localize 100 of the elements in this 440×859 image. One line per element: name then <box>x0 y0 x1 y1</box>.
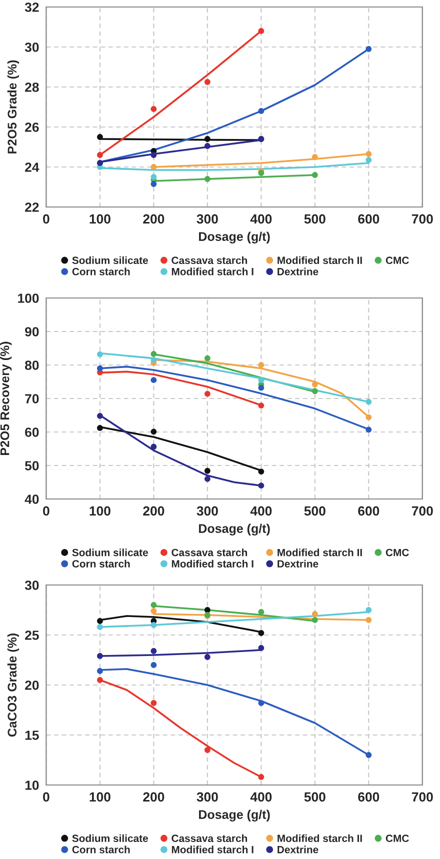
point <box>96 152 103 158</box>
y-tick-label: 22 <box>25 202 39 212</box>
y-tick-label: 32 <box>24 2 39 12</box>
point <box>204 136 210 142</box>
point <box>366 151 372 157</box>
y-axis-title: P2O5 Grade (%) <box>7 60 20 154</box>
point <box>150 648 157 654</box>
point <box>204 143 210 149</box>
point <box>366 752 372 758</box>
y-tick-label: 50 <box>24 461 39 470</box>
point <box>312 388 318 394</box>
point <box>150 428 157 435</box>
point <box>150 622 157 628</box>
legend-label: Cassava starch <box>172 256 248 264</box>
point <box>312 617 318 623</box>
y-tick-label: 30 <box>24 42 39 52</box>
point <box>96 618 103 624</box>
legend-label: Corn starch <box>72 560 130 568</box>
legend-label: Dextrine <box>278 268 318 276</box>
y-tick-label: 90 <box>25 327 39 336</box>
x-tick-label: 200 <box>143 214 164 224</box>
point <box>258 609 264 615</box>
x-tick-label: 600 <box>358 792 380 802</box>
x-tick-label: 400 <box>250 214 272 224</box>
point <box>366 46 372 52</box>
y-tick-label: 26 <box>25 122 39 132</box>
x-tick-label: 300 <box>196 214 218 224</box>
point <box>150 164 157 170</box>
point <box>150 106 157 112</box>
y-tick-label: 10 <box>25 780 39 790</box>
legend-label: Modified starch I <box>172 560 254 568</box>
x-tick-label: 500 <box>304 214 326 224</box>
point <box>150 377 157 384</box>
legend-label: Dextrine <box>278 846 318 854</box>
x-tick-label: 400 <box>250 792 272 802</box>
point <box>96 134 103 140</box>
point <box>150 152 157 158</box>
x-tick-label: 0 <box>43 506 50 516</box>
y-tick-label: 70 <box>25 394 39 404</box>
legend-label: Modified starch I <box>172 268 254 276</box>
point <box>96 624 103 630</box>
point <box>96 351 103 358</box>
x-tick-label: 100 <box>90 792 110 802</box>
point <box>204 176 210 182</box>
y-tick-label: 25 <box>25 630 39 640</box>
point <box>150 357 157 363</box>
point <box>204 468 210 474</box>
point <box>204 79 210 85</box>
legend-label: CMC <box>386 548 409 556</box>
x-tick-label: 0 <box>43 792 50 802</box>
point <box>258 108 264 114</box>
legend-label: Modified starch II <box>278 548 362 556</box>
point <box>258 468 264 474</box>
x-axis-title: Dosage (g/t) <box>199 524 270 536</box>
point <box>258 645 264 651</box>
legend-label: Modified starch I <box>172 846 254 854</box>
point <box>150 351 157 357</box>
x-tick-label: 300 <box>196 792 218 802</box>
y-tick-label: 15 <box>25 730 39 740</box>
point <box>204 476 210 482</box>
x-axis-title: Dosage (g/t) <box>199 810 270 822</box>
x-tick-label: 700 <box>412 506 433 516</box>
x-axis-title: Dosage (g/t) <box>199 232 270 244</box>
legend-label: Sodium silicate <box>72 834 148 842</box>
point <box>150 181 157 187</box>
x-tick-label: 100 <box>90 214 110 224</box>
point <box>258 377 264 384</box>
point <box>204 390 210 397</box>
point <box>150 602 157 608</box>
x-tick-label: 200 <box>143 506 164 516</box>
point <box>366 414 372 420</box>
point <box>258 28 264 34</box>
y-tick-label: 24 <box>25 162 40 172</box>
point <box>150 662 157 668</box>
point <box>204 607 210 613</box>
x-tick-label: 500 <box>304 506 326 516</box>
y-tick-label: 28 <box>25 82 39 92</box>
point <box>366 617 372 623</box>
point <box>96 425 103 431</box>
legend-label: Corn starch <box>72 268 130 276</box>
legend-label: Corn starch <box>72 846 130 854</box>
point <box>96 412 103 419</box>
point <box>96 677 103 683</box>
point <box>366 426 372 433</box>
legend-label: Cassava starch <box>172 548 248 556</box>
x-tick-label: 700 <box>412 792 433 802</box>
y-axis-title: CaCO3 Grade (%) <box>7 634 20 737</box>
point <box>258 700 264 706</box>
legend-label: Cassava starch <box>172 834 248 842</box>
x-tick-label: 500 <box>304 792 326 802</box>
y-tick-label: 80 <box>25 360 39 370</box>
point <box>204 654 210 660</box>
y-tick-label: 40 <box>24 494 39 504</box>
legend-label: Dextrine <box>278 560 318 568</box>
point <box>366 607 372 613</box>
point <box>312 611 318 617</box>
y-tick-label: 30 <box>24 580 39 590</box>
point <box>258 362 264 368</box>
point <box>366 157 372 163</box>
point <box>204 747 210 753</box>
